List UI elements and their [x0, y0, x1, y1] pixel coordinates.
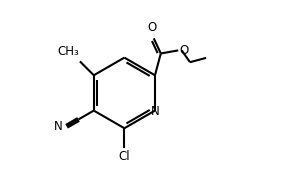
Text: O: O — [147, 21, 157, 34]
Text: N: N — [151, 105, 159, 118]
Text: Cl: Cl — [119, 150, 130, 163]
Text: N: N — [54, 120, 63, 133]
Text: CH₃: CH₃ — [57, 45, 79, 58]
Text: O: O — [179, 43, 188, 56]
